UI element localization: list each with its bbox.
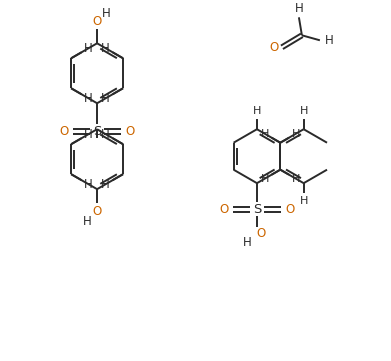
Text: H: H xyxy=(84,178,93,191)
Text: S: S xyxy=(253,203,261,216)
Text: H: H xyxy=(300,106,308,116)
Text: O: O xyxy=(269,41,278,54)
Text: H: H xyxy=(260,174,269,184)
Text: H: H xyxy=(300,196,308,206)
Text: O: O xyxy=(92,15,102,28)
Text: H: H xyxy=(84,42,93,55)
Text: H: H xyxy=(101,92,110,105)
Text: O: O xyxy=(219,203,229,216)
Text: O: O xyxy=(126,125,135,138)
Text: H: H xyxy=(292,174,300,184)
Text: H: H xyxy=(101,178,110,191)
Text: H: H xyxy=(84,92,93,105)
Text: H: H xyxy=(101,128,110,141)
Text: O: O xyxy=(256,227,265,240)
Text: H: H xyxy=(102,7,111,20)
Text: H: H xyxy=(260,129,269,139)
Text: S: S xyxy=(93,125,101,138)
Text: O: O xyxy=(285,203,294,216)
Text: O: O xyxy=(59,125,69,138)
Text: H: H xyxy=(83,215,91,228)
Text: H: H xyxy=(84,128,93,141)
Text: H: H xyxy=(294,2,303,15)
Text: H: H xyxy=(101,42,110,55)
Text: H: H xyxy=(253,106,261,116)
Text: H: H xyxy=(242,236,251,249)
Text: O: O xyxy=(92,205,102,218)
Text: H: H xyxy=(292,129,300,139)
Text: H: H xyxy=(325,34,333,47)
